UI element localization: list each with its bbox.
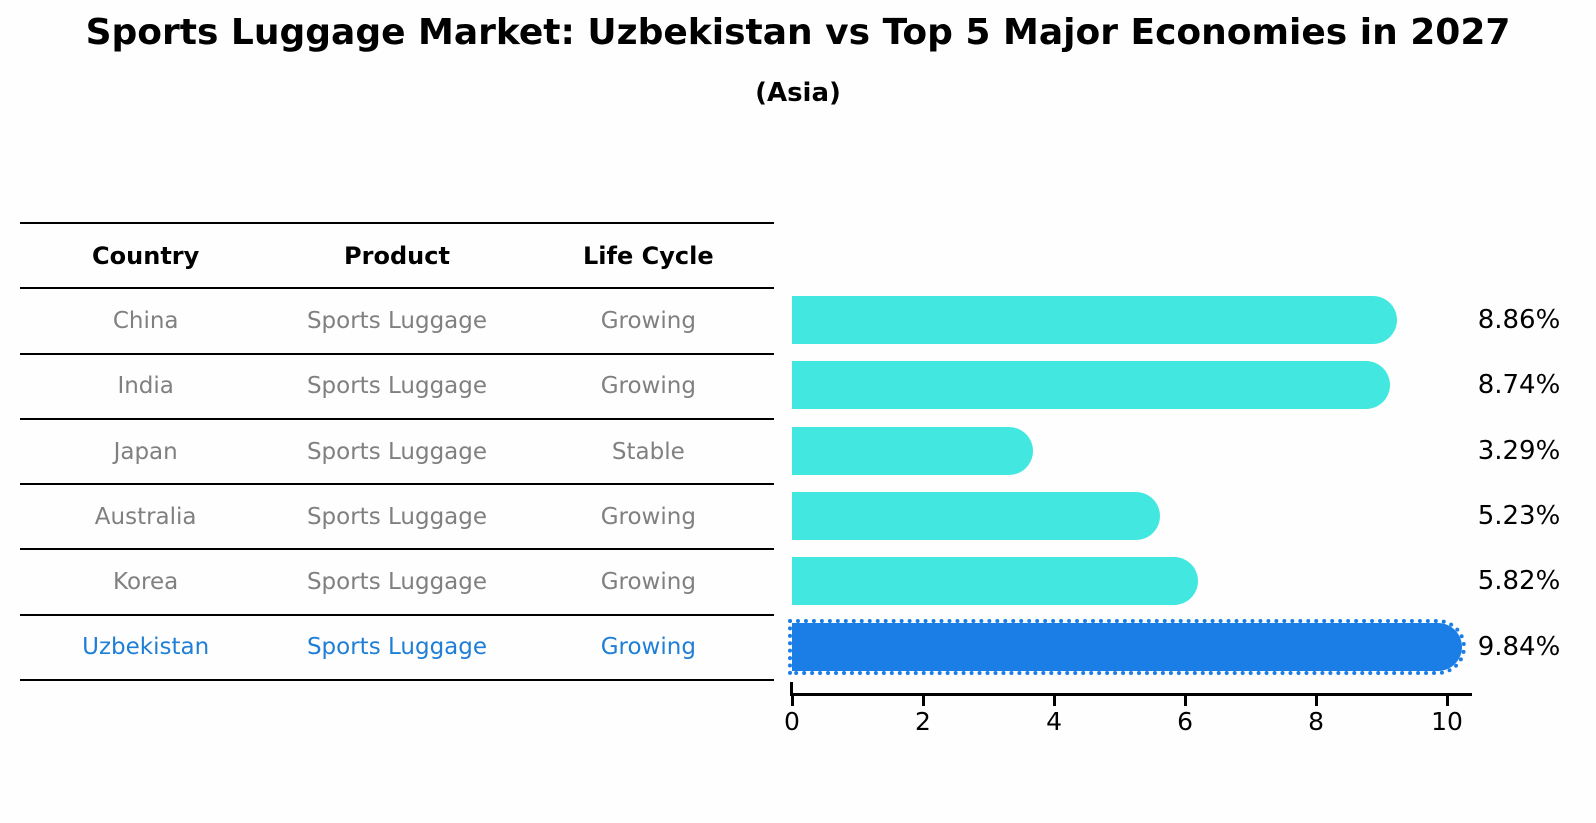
x-axis-line [790,693,1472,696]
x-tick-mark [1052,696,1056,706]
x-tick-label: 6 [1177,707,1193,736]
x-tick-label: 0 [784,707,800,736]
column-header-product: Product [344,241,450,270]
value-label-uzbekistan: 9.84% [1477,631,1561,662]
bar-china [792,296,1398,344]
bar-korea [792,557,1199,606]
cell-life-cycle: Stable [611,438,685,465]
value-label-india: 8.74% [1477,370,1561,401]
value-label-japan: 3.29% [1477,435,1561,466]
table-row: Australia Sports Luggage Growing [20,485,774,551]
column-header-life-cycle: Life Cycle [583,241,714,270]
country-product-table: Country Product Life Cycle China Sports … [20,222,774,682]
cell-country: Uzbekistan [82,634,210,661]
value-label-china: 8.86% [1477,305,1561,335]
page-subtitle: (Asia) [755,78,841,108]
x-tick-label: 4 [1046,707,1062,736]
x-tick-mark [790,696,794,706]
x-tick-label: 8 [1308,707,1324,736]
cell-country: Australia [94,503,197,530]
cell-life-cycle: Growing [600,373,696,400]
column-header-country: Country [92,241,200,270]
x-tick-mark [1445,696,1449,706]
x-tick-mark [1183,696,1187,706]
cell-product: Sports Luggage [306,373,488,400]
bar-japan [792,426,1033,475]
bar-uzbekistan-highlighted [788,618,1466,675]
x-axis-origin-stub [790,682,793,696]
bar-india [792,361,1390,410]
table-row: India Sports Luggage Growing [20,355,774,420]
page-title: Sports Luggage Market: Uzbekistan vs Top… [85,12,1511,53]
cell-life-cycle: Growing [600,307,696,334]
table-row-uzbekistan-highlighted: Uzbekistan Sports Luggage Growing [20,616,774,682]
x-tick-label: 10 [1431,707,1463,736]
table-header-row: Country Product Life Cycle [20,224,774,290]
cell-country: Japan [113,438,178,465]
cell-country: Korea [113,569,179,596]
x-tick-mark [921,696,925,706]
table-row: China Sports Luggage Growing [20,289,774,355]
cell-life-cycle: Growing [600,503,696,530]
cell-life-cycle: Growing [600,569,696,596]
bar-australia [792,491,1160,540]
cell-country: China [112,307,179,334]
cell-product: Sports Luggage [306,569,488,596]
value-label-korea: 5.82% [1477,566,1561,597]
x-tick-mark [1314,696,1318,706]
bar-chart: 8.86% 8.74% 3.29% 5.23% 5.82% 9.84% 0 2 … [784,222,1560,782]
value-label-australia: 5.23% [1477,500,1561,531]
cell-country: India [117,373,174,400]
table-row: Korea Sports Luggage Growing [20,550,774,616]
cell-product: Sports Luggage [306,503,488,530]
cell-product: Sports Luggage [306,634,488,661]
cell-product: Sports Luggage [306,438,488,465]
table-row: Japan Sports Luggage Stable [20,420,774,486]
x-tick-label: 2 [915,707,931,736]
cell-product: Sports Luggage [306,307,488,334]
cell-life-cycle: Growing [600,634,696,661]
